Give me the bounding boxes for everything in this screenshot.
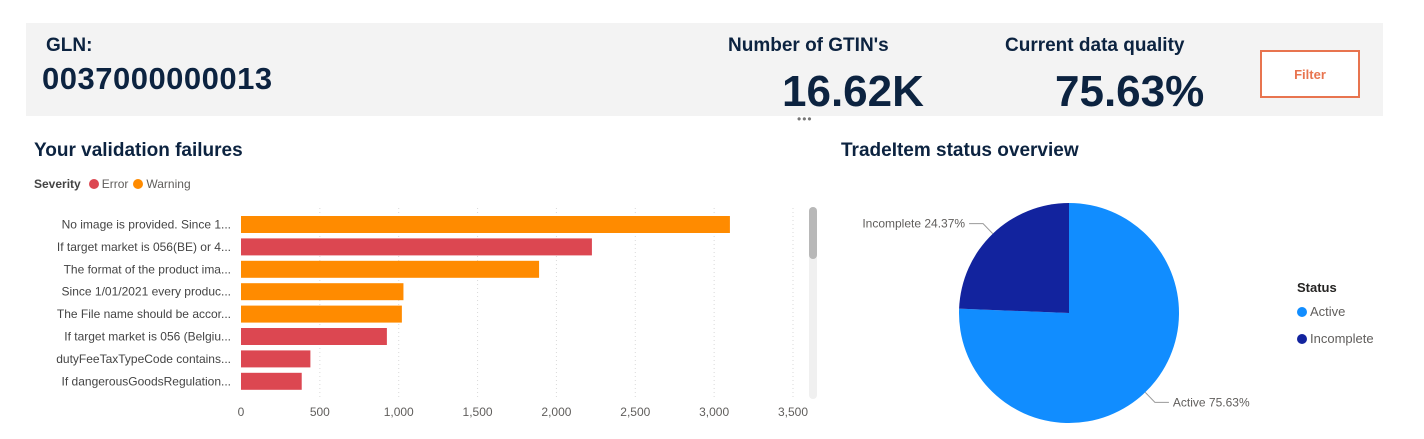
incomplete-dot-icon	[1297, 333, 1307, 344]
x-tick-label: 2,000	[541, 405, 571, 419]
bar-error[interactable]	[241, 238, 592, 256]
bar-warning[interactable]	[241, 283, 404, 301]
gln-value: 0037000000013	[42, 61, 273, 96]
x-tick-label: 3,500	[778, 405, 808, 419]
validation-failures-bar-chart: 0 500 1,000 1,500 2,000 2,500 3,000 3,500 No ima…	[56, 208, 808, 419]
category-label: If target market is 056(BE) or 4...	[57, 240, 231, 254]
category-label: Since 1/01/2021 every produc...	[62, 285, 231, 299]
x-tick-label: 1,500	[463, 405, 493, 419]
error-dot-icon	[88, 179, 99, 189]
category-label: dutyFeeTaxTypeCode contains...	[56, 352, 231, 366]
bar-chart-title: Your validation failures	[34, 140, 243, 161]
legend-item-error[interactable]: Error	[88, 177, 129, 191]
category-label: If target market is 056 (Belgiu...	[64, 330, 231, 344]
gtin-count-value: 16.62K	[782, 67, 924, 116]
tradeitem-status-pie-chart: Active 75.63% Incomplete 24.37%	[862, 203, 1250, 423]
gln-label: GLN:	[46, 35, 93, 56]
gtin-count-label: Number of GTIN's	[728, 35, 889, 56]
pie-slice-incomplete[interactable]	[959, 203, 1069, 313]
legend-label-warning: Warning	[146, 177, 191, 191]
active-dot-icon	[1297, 306, 1307, 317]
pie-legend-label-incomplete: Incomplete	[1310, 331, 1374, 346]
pie-leader-line	[1144, 391, 1169, 403]
bar-chart-legend: Severity Error Warning	[34, 177, 196, 191]
pie-legend-label-active: Active	[1310, 304, 1346, 319]
legend-item-warning[interactable]: Warning	[133, 177, 191, 191]
bar-warning[interactable]	[241, 260, 540, 278]
x-tick-label: 1,000	[384, 405, 414, 419]
category-label: The format of the product ima...	[64, 262, 231, 276]
pie-legend-item-incomplete[interactable]: Incomplete	[1297, 331, 1374, 346]
x-tick-label: 2,500	[620, 405, 650, 419]
bar-error[interactable]	[241, 372, 302, 390]
legend-title: Severity	[34, 177, 81, 191]
filter-button[interactable]: Filter	[1260, 50, 1360, 98]
chart-scrollbar-track[interactable]	[809, 207, 817, 399]
bar-error[interactable]	[241, 350, 311, 368]
x-tick-label: 500	[310, 405, 330, 419]
data-quality-value: 75.63%	[1055, 67, 1205, 116]
legend-label-error: Error	[101, 177, 129, 191]
drag-handle-icon[interactable]: •••	[797, 112, 813, 126]
category-label: No image is provided. Since 1...	[62, 218, 231, 232]
x-tick-label: 3,000	[699, 405, 729, 419]
pie-data-label: Active 75.63%	[1173, 395, 1250, 409]
category-label: If dangerousGoodsRegulation...	[62, 374, 231, 388]
category-label: The File name should be accor...	[57, 307, 231, 321]
x-tick-label: 0	[238, 405, 245, 419]
warning-dot-icon	[133, 179, 144, 189]
data-quality-label: Current data quality	[1005, 35, 1185, 56]
pie-chart-title: TradeItem status overview	[841, 140, 1079, 161]
pie-data-label: Incomplete 24.37%	[862, 217, 965, 231]
pie-leader-line	[969, 223, 994, 235]
chart-scrollbar-thumb[interactable]	[809, 207, 817, 259]
bar-warning[interactable]	[241, 305, 402, 323]
pie-legend-title: Status	[1297, 280, 1337, 295]
kpi-header: GLN: 0037000000013 Number of GTIN's 16.6…	[26, 23, 1383, 116]
bar-warning[interactable]	[241, 216, 730, 233]
pie-legend-item-active[interactable]: Active	[1297, 304, 1345, 319]
bar-error[interactable]	[241, 328, 387, 345]
